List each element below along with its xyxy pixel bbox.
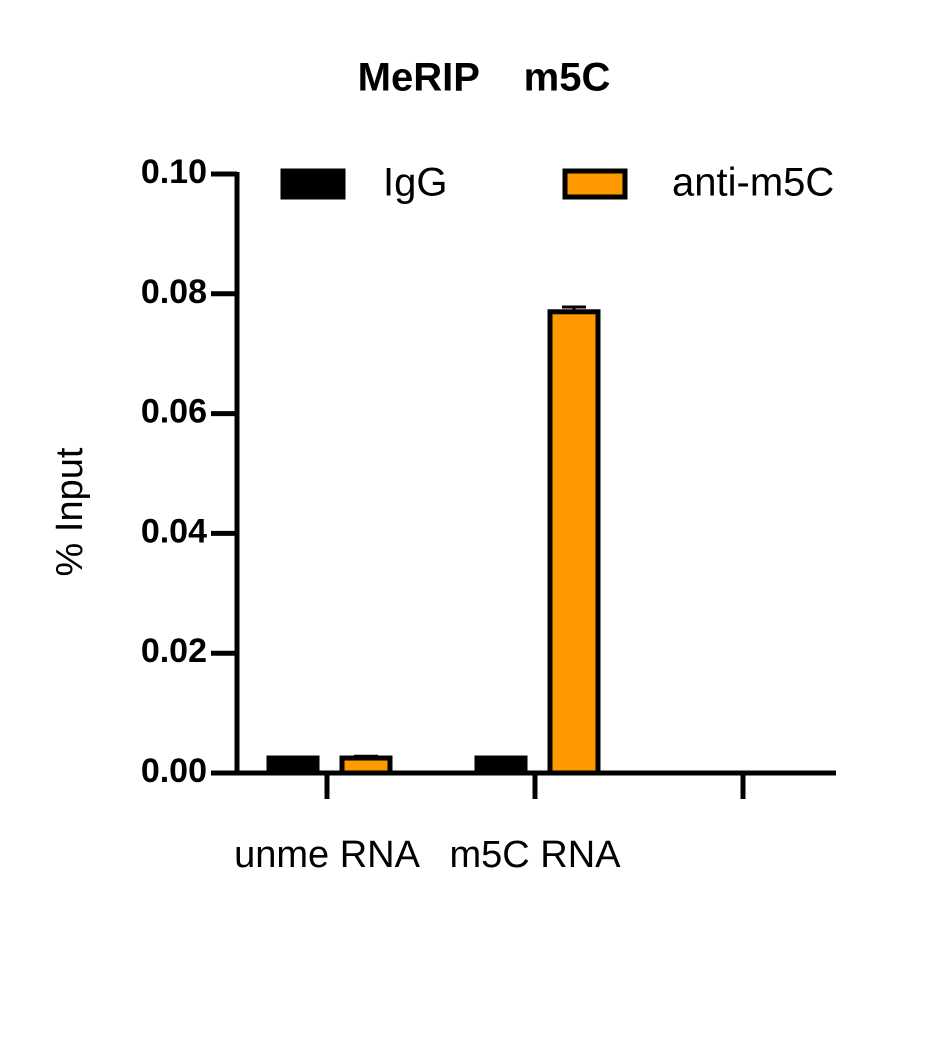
bar	[474, 755, 528, 776]
y-tick-label: 0.04	[141, 512, 207, 550]
y-tick-label: 0.10	[141, 153, 207, 191]
error-bar	[354, 754, 378, 759]
y-axis-label: % Input	[49, 447, 91, 576]
bar	[547, 309, 601, 776]
legend-label: anti-m5C	[672, 161, 834, 205]
legend-swatch	[562, 168, 628, 200]
bar	[339, 755, 393, 776]
chart-title: MeRIP m5C	[358, 56, 611, 100]
y-tick-label: 0.06	[141, 393, 207, 431]
legend-label: IgG	[383, 161, 447, 205]
legend-swatch	[280, 168, 346, 200]
bar	[266, 755, 320, 776]
error-bar	[562, 305, 586, 312]
y-tick-label: 0.02	[141, 632, 207, 670]
y-tick-label: 0.00	[141, 752, 207, 790]
x-tick-label: unme RNA	[234, 834, 420, 876]
x-tick-label: m5C RNA	[449, 834, 621, 876]
y-tick-label: 0.08	[141, 273, 207, 311]
